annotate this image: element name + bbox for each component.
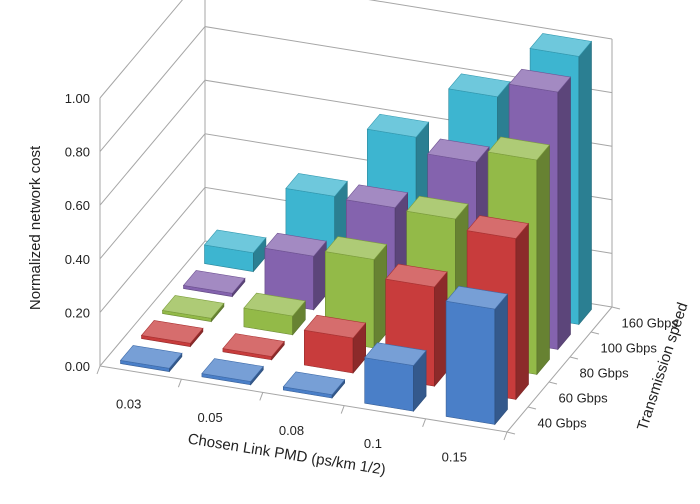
bar-top-face [303,314,367,339]
bar-layer [119,33,593,426]
bar [243,292,306,336]
bar-top-face [364,342,427,366]
bar-top-face [222,333,285,357]
bar-top-face [529,33,593,57]
bar-top-face [243,292,306,317]
bar-side-face [536,144,550,376]
x-tick-labels: 0.03 0.05 0.08 0.1 0.15 [116,397,467,465]
bar-top-face [203,229,267,254]
z-tick-label: 80 Gbps [580,366,630,381]
gridline [99,0,613,99]
bar-top-face [366,113,430,138]
bar [201,358,264,386]
bar [445,285,509,426]
y-tick-label: 0.20 [65,305,90,320]
x-tick-mark [340,405,345,414]
bar [264,232,327,311]
bar-side-face [515,222,529,401]
y-tick-label: 0.00 [65,359,90,374]
z-tick-label: 60 Gbps [559,391,609,406]
x-tick-mark [177,379,182,388]
bar-top-face [466,215,530,239]
y-tick-labels: 0.00 0.20 0.40 0.60 0.80 1.00 [65,91,90,374]
bar-front-face [364,357,414,412]
bar-top-face [406,195,469,220]
bar [364,342,427,413]
y-tick-label: 0.80 [65,145,90,160]
z-tick-mark [506,431,516,435]
bar [182,270,246,298]
z-tick-mark [548,381,558,385]
bar-top-face [385,263,448,288]
bar-side-face [373,243,388,349]
bar-top-face [324,236,388,260]
bar [303,314,367,374]
x-tick-label: 0.08 [279,423,304,438]
bar-top-face [448,73,511,98]
y-tick-label: 0.60 [65,198,90,213]
x-tick-mark [503,431,508,441]
y-axis-title: Normalized network cost [27,145,44,310]
z-tick-label: 160 Gbps [622,316,679,331]
x-tick-mark [259,392,264,401]
x-tick-label: 0.15 [442,449,467,464]
bar-top-face [282,371,346,396]
bar-top-face [508,68,572,93]
bar-side-face [494,293,508,426]
bar-top-face [201,358,264,382]
bar-top-face [264,232,327,257]
bar-top-face [285,173,348,197]
bar-top-face [487,136,551,161]
y-tick-label: 1.00 [65,91,90,106]
bar-side-face [578,40,592,326]
bar-top-face [345,184,409,209]
z-tick-labels: 40 Gbps 60 Gbps 80 Gbps 100 Gbps 160 Gbps [538,316,679,431]
z-tick-mark [590,331,600,335]
z-tick-label: 100 Gbps [601,341,658,356]
grid-layer [96,0,621,441]
z-tick-label: 40 Gbps [538,416,588,431]
bar [222,333,285,361]
bar-side-face [557,76,571,351]
bar-top-face [119,345,183,369]
bar-top-face [182,270,246,294]
y-tick-label: 0.40 [65,252,90,267]
bar-top-face [161,295,225,319]
z-tick-mark [611,306,621,310]
x-tick-label: 0.03 [116,397,141,412]
bar [282,371,346,399]
bar [161,295,225,323]
bar [203,229,267,273]
bar-top-face [445,285,509,310]
bar-front-face [445,300,496,425]
bar-top-face [427,138,490,163]
bar [119,345,183,373]
x-tick-label: 0.05 [197,410,222,425]
bar [140,320,204,348]
x-tick-label: 0.1 [364,436,382,451]
z-tick-mark [527,406,537,410]
x-tick-mark [96,365,101,375]
x-tick-mark [422,418,427,427]
z-tick-mark [569,356,579,360]
bar-side-face [434,271,448,388]
bar-top-face [140,320,204,344]
